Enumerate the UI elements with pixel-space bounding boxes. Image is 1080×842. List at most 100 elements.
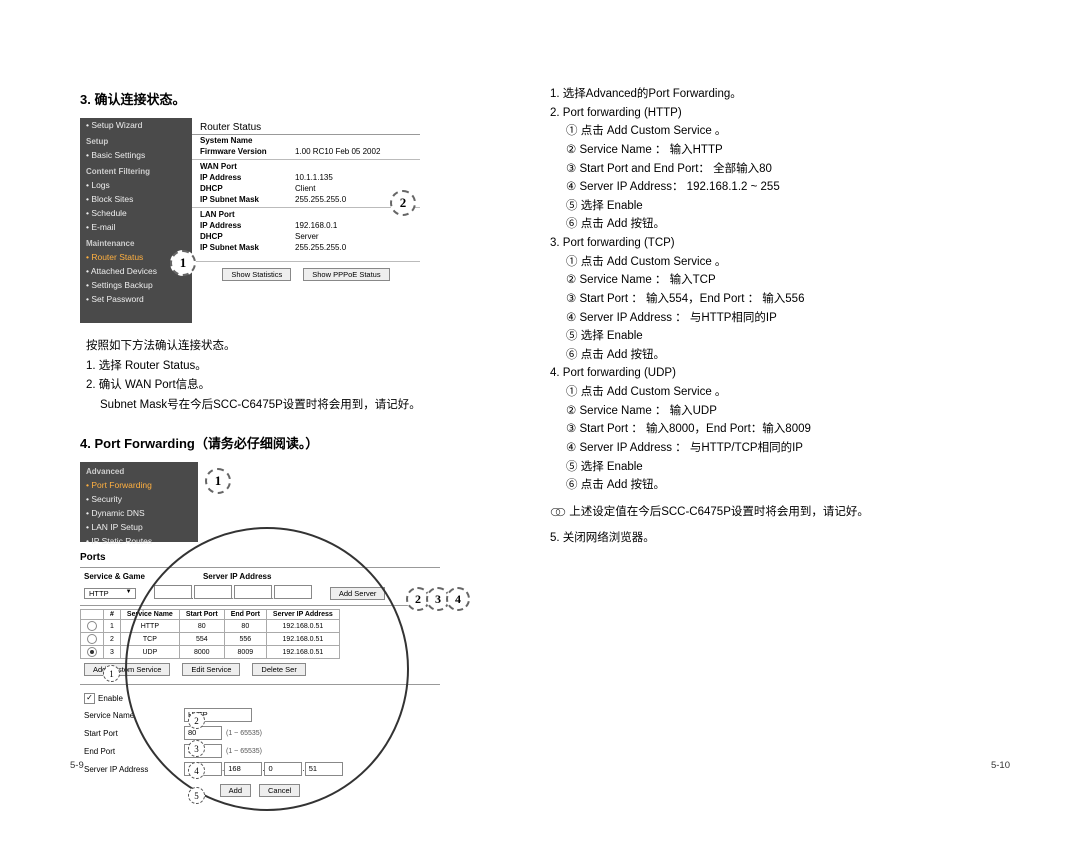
table-cell: 80: [179, 620, 224, 633]
edit-service-button[interactable]: Edit Service: [182, 663, 240, 676]
lan-hdr: LAN Port: [200, 210, 295, 219]
page: 3. 确认连接状态。 • Setup WizardSetup• Basic Se…: [0, 0, 1080, 842]
table-cell: 1: [104, 620, 121, 633]
table-cell: 8009: [224, 646, 266, 659]
ip-oct-4[interactable]: [274, 585, 312, 599]
ldhcp-k: DHCP: [200, 232, 295, 241]
page-number-right: 5-10: [991, 760, 1010, 771]
section-3-title: 3. 确认连接状态。: [80, 89, 510, 108]
instruction-line: ② Service Name ： 输入UDP: [550, 402, 980, 421]
sidebar-item: Content Filtering: [80, 162, 192, 178]
add-server-button[interactable]: Add Server: [330, 587, 386, 600]
sidebar-item[interactable]: • Port Forwarding: [80, 478, 198, 492]
instruction-line: 1. 选择Advanced的Port Forwarding。: [550, 85, 980, 104]
table-cell: 192.168.0.51: [266, 646, 339, 659]
show-statistics-button[interactable]: Show Statistics: [222, 268, 291, 281]
sip-2[interactable]: 168: [224, 762, 262, 776]
row-radio[interactable]: [87, 621, 97, 631]
sp-k: Start Port: [84, 729, 184, 738]
sidebar-item[interactable]: • Set Password: [80, 292, 192, 306]
line-5: 5. 关闭网络浏览器。: [550, 529, 980, 548]
callout-4: 4: [446, 587, 470, 611]
show-pppoe-button[interactable]: Show PPPoE Status: [303, 268, 389, 281]
enable-checkbox[interactable]: ✓: [84, 693, 95, 704]
lip-v: 192.168.0.1: [295, 221, 337, 230]
lmask-k: IP Subnet Mask: [200, 243, 295, 252]
ip-oct-1[interactable]: [154, 585, 192, 599]
add-button[interactable]: Add: [220, 784, 251, 797]
table-row: 1HTTP8080192.168.0.51: [81, 620, 340, 633]
sidebar-item[interactable]: • Setup Wizard: [80, 118, 192, 132]
table-header: #: [104, 610, 121, 620]
ref-note: 上述设定值在今后SCC-C6475P设置时将会用到，请记好。: [550, 503, 980, 522]
right-column: 1. 选择Advanced的Port Forwarding。2. Port fo…: [550, 85, 980, 822]
ip-oct-2[interactable]: [194, 585, 232, 599]
table-cell: 192.168.0.51: [266, 633, 339, 646]
page-number-left: 5-9: [70, 760, 84, 771]
cancel-button[interactable]: Cancel: [259, 784, 300, 797]
table-cell: 3: [104, 646, 121, 659]
pf-sidebar: Advanced• Port Forwarding• Security• Dyn…: [80, 462, 198, 542]
table-cell: 80: [224, 620, 266, 633]
instruction-line: ③ Start Port ： 输入554，End Port ： 输入556: [550, 290, 980, 309]
instruction-line: ② Service Name ： 输入HTTP: [550, 141, 980, 160]
sidebar-item[interactable]: • Schedule: [80, 206, 192, 220]
svc-name-k: Service Name: [84, 711, 184, 720]
notes-1: 1. 选择 Router Status。: [86, 357, 510, 377]
dhcp-v: Client: [295, 184, 315, 193]
sidebar-item[interactable]: • Security: [80, 492, 198, 506]
row-radio[interactable]: [87, 647, 97, 657]
instruction-line: ① 点击 Add Custom Service 。: [550, 253, 980, 272]
left-column: 3. 确认连接状态。 • Setup WizardSetup• Basic Se…: [80, 85, 510, 822]
instruction-line: ⑤ 选择 Enable: [550, 327, 980, 346]
sidebar-item[interactable]: • Basic Settings: [80, 148, 192, 162]
sidebar-item[interactable]: • E-mail: [80, 220, 192, 234]
sidebar-item[interactable]: • Dynamic DNS: [80, 506, 198, 520]
sp-hint: (1 ~ 65535): [226, 730, 262, 737]
sidebar-item[interactable]: • Settings Backup: [80, 278, 192, 292]
start-port-input[interactable]: 80: [184, 726, 222, 740]
ports-table: #Service NameStart PortEnd PortServer IP…: [80, 609, 340, 659]
sidebar-item[interactable]: • Block Sites: [80, 192, 192, 206]
pf-callout-1: 1: [205, 468, 231, 494]
instruction-line: ⑥ 点击 Add 按钮。: [550, 476, 980, 495]
instruction-line: ⑥ 点击 Add 按钮。: [550, 346, 980, 365]
panel-title: Router Status: [192, 118, 420, 135]
instruction-line: ⑤ 选择 Enable: [550, 458, 980, 477]
notes-2: 2. 确认 WAN Port信息。: [86, 376, 510, 396]
sidebar-item[interactable]: • Logs: [80, 178, 192, 192]
sip-4[interactable]: 51: [305, 762, 343, 776]
ports-label: Ports: [80, 552, 440, 563]
fw-k: Firmware Version: [200, 147, 295, 156]
instruction-line: 3. Port forwarding (TCP): [550, 234, 980, 253]
table-cell: 2: [104, 633, 121, 646]
ref-note-text: 上述设定值在今后SCC-C6475P设置时将会用到，请记好。: [569, 506, 869, 518]
instruction-line: ① 点击 Add Custom Service 。: [550, 122, 980, 141]
callout-1: 1: [170, 250, 196, 276]
add-custom-service-button[interactable]: Add Custom Service: [84, 663, 170, 676]
service-select[interactable]: HTTP: [84, 588, 136, 599]
mask-v: 255.255.255.0: [295, 195, 346, 204]
sip-3[interactable]: 0: [264, 762, 302, 776]
instruction-line: ⑥ 点击 Add 按钮。: [550, 215, 980, 234]
serv-game-hdr: Service & Game: [84, 572, 145, 581]
table-cell: UDP: [120, 646, 179, 659]
table-cell: TCP: [120, 633, 179, 646]
row-radio[interactable]: [87, 634, 97, 644]
notes-intro: 按照如下方法确认连接状态。: [86, 337, 510, 357]
instruction-line: ③ Start Port ： 输入8000，End Port：输入8009: [550, 420, 980, 439]
sidebar-item[interactable]: • IP Static Routes: [80, 534, 198, 548]
sidebar-item[interactable]: • LAN IP Setup: [80, 520, 198, 534]
ip-oct-3[interactable]: [234, 585, 272, 599]
ep-hint: (1 ~ 65535): [226, 748, 262, 755]
fw-v: 1.00 RC10 Feb 05 2002: [295, 147, 380, 156]
table-cell: HTTP: [120, 620, 179, 633]
section-3-notes: 按照如下方法确认连接状态。 1. 选择 Router Status。 2. 确认…: [86, 337, 510, 415]
instruction-line: ③ Start Port and End Port： 全部输入80: [550, 160, 980, 179]
smcirc-5: 5: [188, 787, 205, 804]
callout-cluster: 2 3 4: [410, 587, 470, 611]
ip-v: 10.1.1.135: [295, 173, 333, 182]
table-header: End Port: [224, 610, 266, 620]
serv-ip-hdr: Server IP Address: [203, 572, 271, 581]
delete-service-button[interactable]: Delete Ser: [252, 663, 305, 676]
